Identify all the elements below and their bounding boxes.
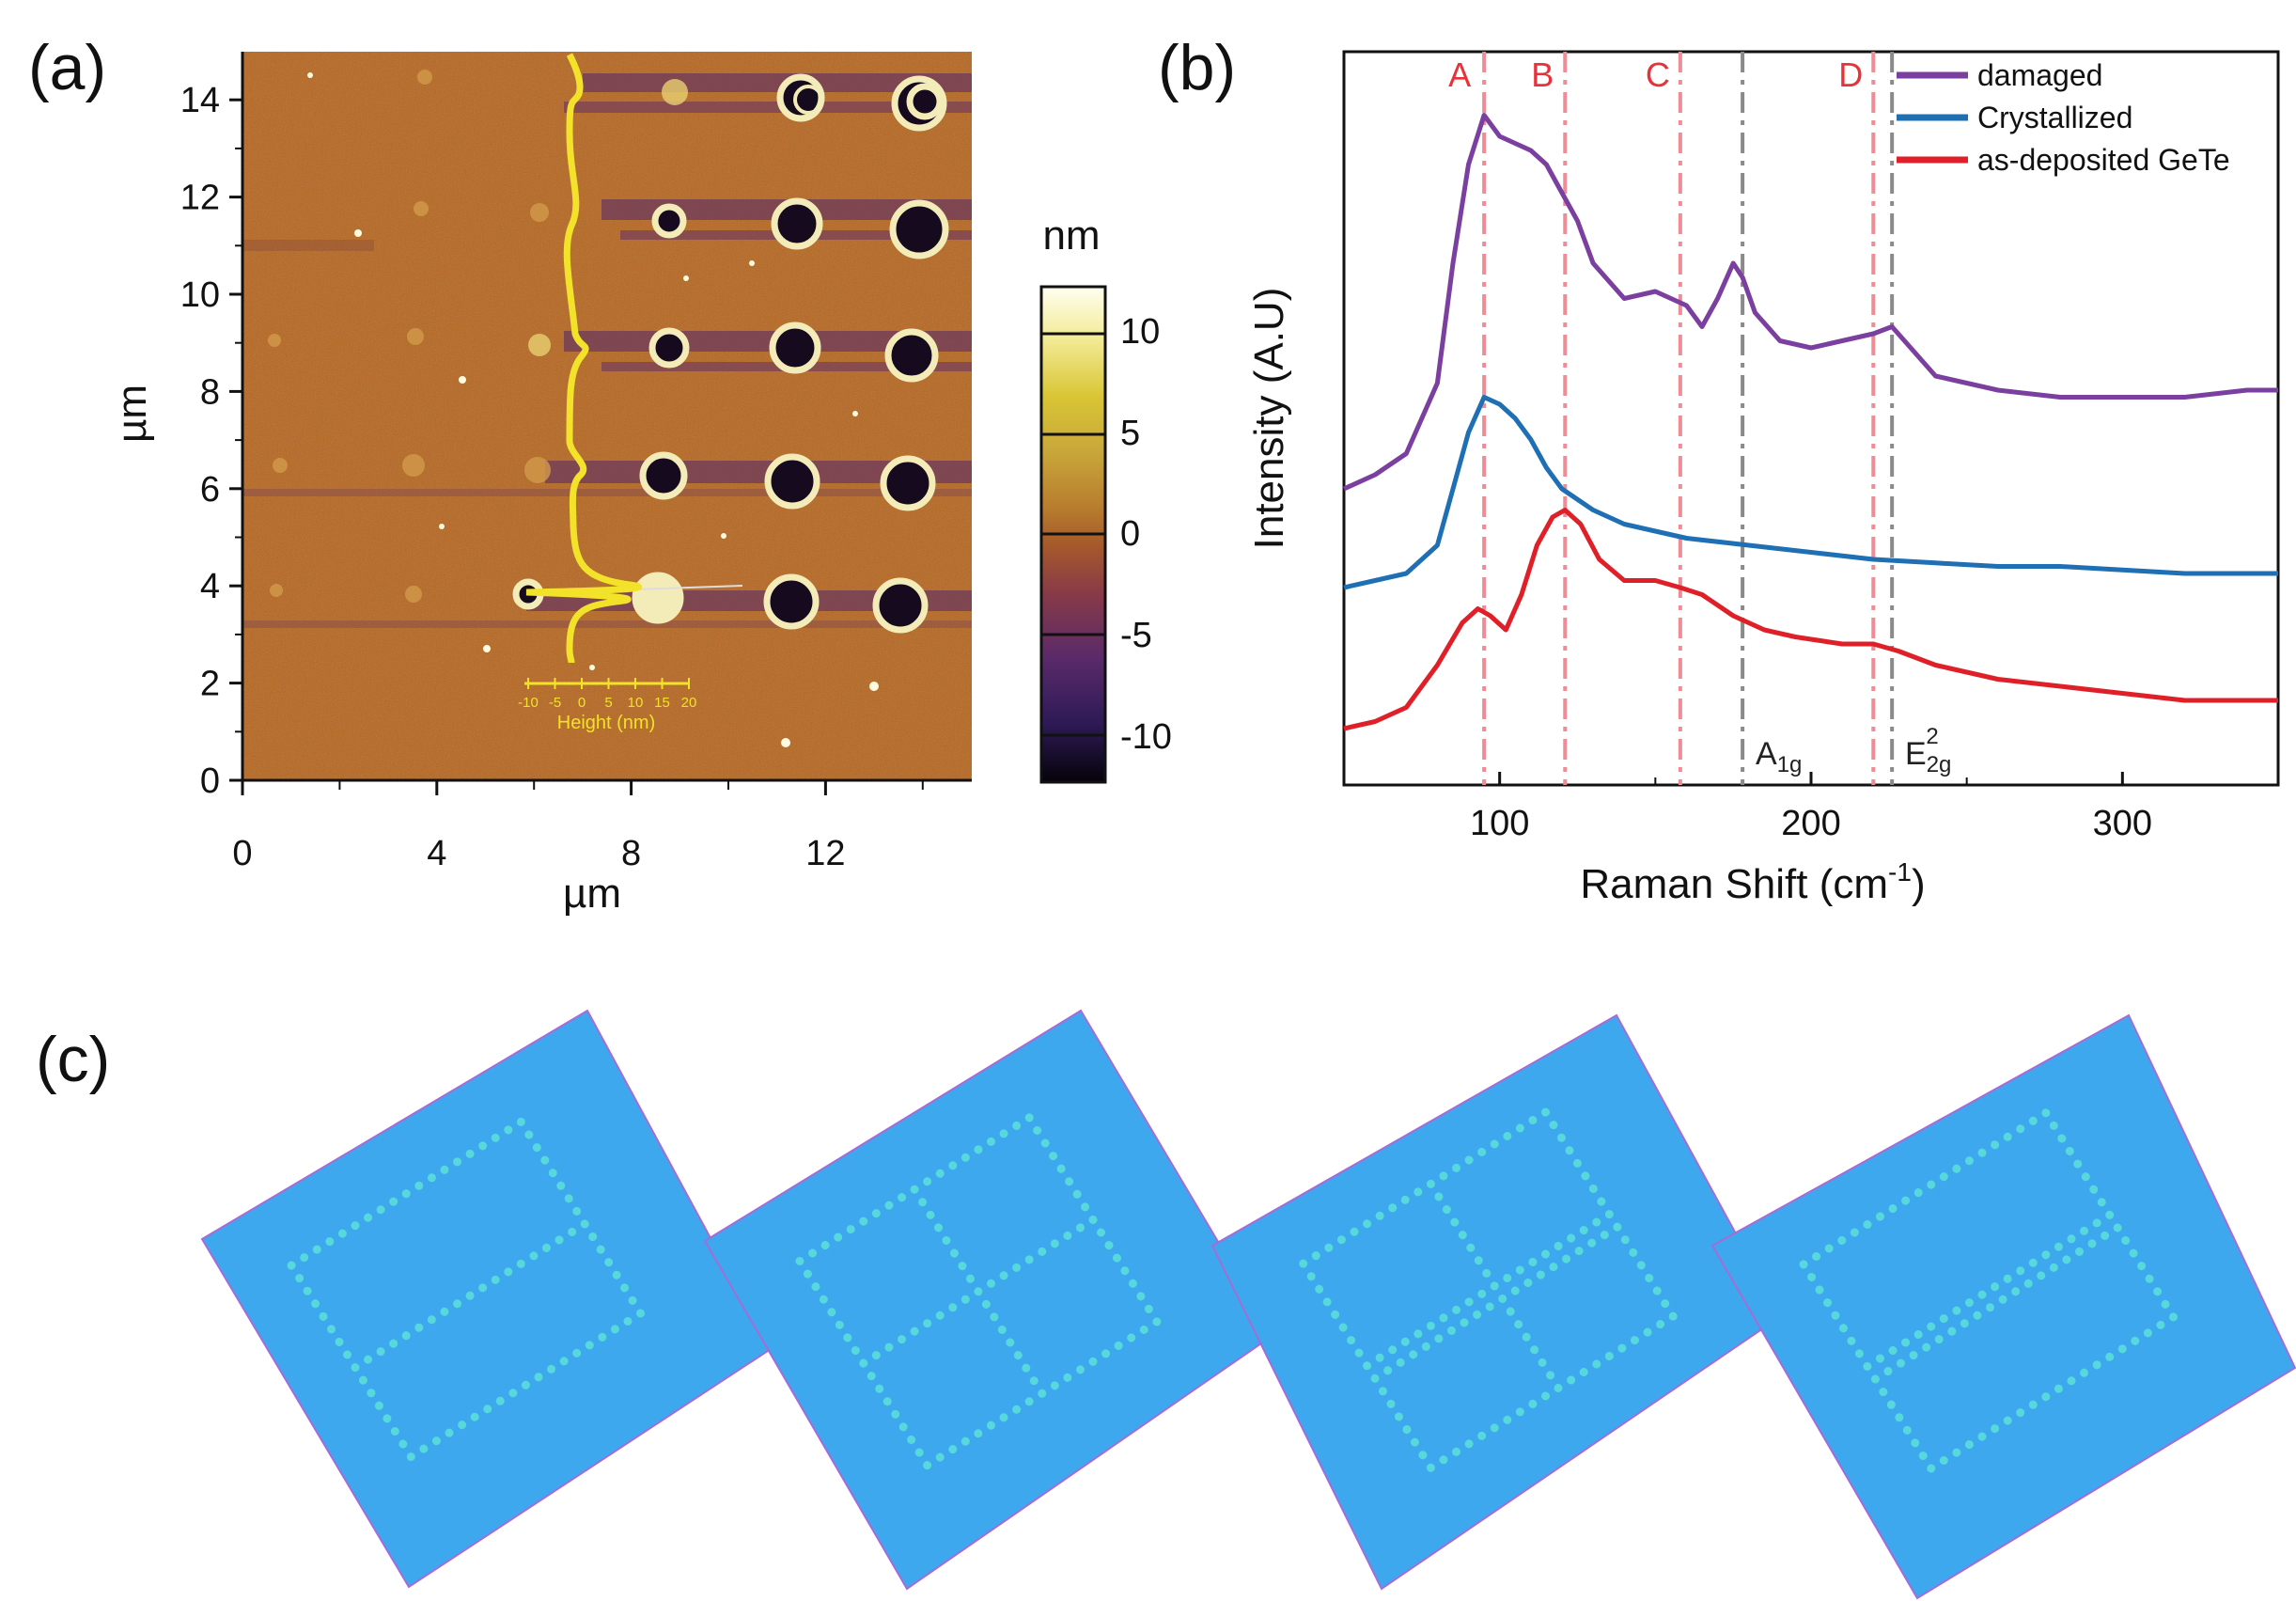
height-scale-tick-label: 15: [654, 695, 670, 711]
height-scale-tick-label: 20: [681, 695, 697, 711]
raman-x-tick-label: 300: [2093, 804, 2152, 843]
optical-image-tile: [200, 1009, 773, 1589]
panel-a: (a): [28, 32, 1172, 917]
raman-peak-labels: A B C D: [1448, 55, 1863, 94]
tile-background: [1210, 1013, 1783, 1591]
tile-dot-pattern: [287, 1117, 646, 1462]
afm-y-tick-label: 6: [200, 470, 220, 510]
afm-speckles: [307, 72, 879, 747]
colorbar-tick-label: -10: [1120, 717, 1172, 757]
afm-x-tick-label: 12: [805, 834, 845, 873]
raman-series: [1342, 113, 2278, 731]
raman-x-ticks: 100 200 300: [1470, 772, 2152, 843]
afm-x-tick-label: 4: [427, 834, 446, 873]
afm-y-tick-label: 8: [200, 372, 220, 412]
afm-image: -10 -5 0 5 10 15 20 Height (nm): [242, 52, 972, 780]
tile-background: [703, 1009, 1275, 1591]
afm-y-tick-label: 2: [200, 665, 220, 704]
tile-dot-pattern: [795, 1113, 1162, 1470]
peak-label-D: D: [1838, 55, 1863, 94]
tile-dot-pattern: [1299, 1107, 1678, 1472]
afm-texture: [242, 52, 972, 780]
afm-x-unit: µm: [563, 871, 621, 917]
colorbar-tick-label: 0: [1120, 514, 1140, 554]
afm-axes: [241, 52, 972, 782]
mode-a1g-label: A1g: [1756, 736, 1802, 777]
legend-label: damaged: [1977, 58, 2102, 92]
height-scale-label: Height (nm): [557, 713, 655, 733]
afm-x-tick-label: 0: [232, 834, 252, 873]
peak-label-A: A: [1448, 55, 1471, 94]
raman-y-label: Intensity (A.U): [1246, 288, 1292, 550]
panel-c: (c): [36, 1009, 2296, 1600]
afm-y-tick-label: 0: [200, 761, 220, 801]
afm-faint-spots: [268, 70, 688, 603]
series-line-as-deposited-gete: [1343, 508, 2278, 731]
height-scale-tick-label: 5: [604, 695, 612, 711]
height-scale-tick-label: -10: [518, 695, 539, 711]
mode-e2g-label: E2g2: [1905, 724, 1951, 777]
height-scale-tick-label: 10: [628, 695, 644, 711]
raman-peak-lines: [1482, 52, 1895, 785]
panel-b-label: (b): [1158, 32, 1236, 103]
panel-b: (b) A B C D 100 200 300 A1g E2g2 Intensity (A…: [1158, 32, 2280, 907]
height-scale: -10 -5 0 5 10 15 20 Height (nm): [518, 678, 696, 733]
optical-image-tile: [1210, 1013, 1783, 1591]
height-profile-curve: [525, 53, 643, 664]
series-line-damaged: [1342, 113, 2278, 492]
raman-legend: damaged Crystallized as-deposited GeTe: [1897, 58, 2230, 177]
tile-dot-pattern: [1799, 1108, 2179, 1473]
colorbar-unit: nm: [1042, 212, 1100, 259]
colorbar-tick-label: -5: [1120, 616, 1152, 655]
peak-label-B: B: [1531, 55, 1554, 94]
colorbar: nm 10 5 0 -5 -10: [1039, 212, 1172, 784]
tile-background: [200, 1009, 773, 1589]
raman-x-tick-label: 200: [1781, 804, 1840, 843]
height-scale-tick-label: -5: [549, 695, 561, 711]
afm-craters: [512, 73, 949, 634]
height-scale-tick-label: 0: [578, 695, 586, 711]
afm-x-tick-label: 8: [621, 834, 641, 873]
optical-image-tile: [703, 1009, 1275, 1591]
panel-a-label: (a): [28, 32, 106, 103]
colorbar-tick-label: 10: [1120, 312, 1160, 352]
legend-label: Crystallized: [1977, 101, 2132, 134]
series-line-crystallized: [1343, 395, 2278, 590]
raman-x-tick-label: 100: [1470, 804, 1529, 843]
tile-background: [1710, 1013, 2296, 1600]
optical-image-tile: [1710, 1013, 2296, 1600]
afm-y-tick-label: 12: [180, 179, 220, 218]
panel-c-label: (c): [36, 1024, 110, 1095]
afm-x-ticks: 0 4 8 12: [232, 780, 924, 873]
afm-y-unit: µm: [109, 385, 155, 443]
afm-y-tick-label: 4: [200, 567, 220, 606]
peak-label-C: C: [1646, 55, 1670, 94]
afm-y-tick-label: 14: [180, 81, 220, 120]
legend-label: as-deposited GeTe: [1977, 143, 2230, 177]
afm-y-ticks: 0 2 4 6 8 10 12 14: [180, 81, 242, 801]
colorbar-tick-label: 5: [1120, 414, 1140, 453]
afm-y-tick-label: 10: [180, 275, 220, 315]
raman-x-label: Raman Shift (cm-1): [1580, 857, 1925, 907]
